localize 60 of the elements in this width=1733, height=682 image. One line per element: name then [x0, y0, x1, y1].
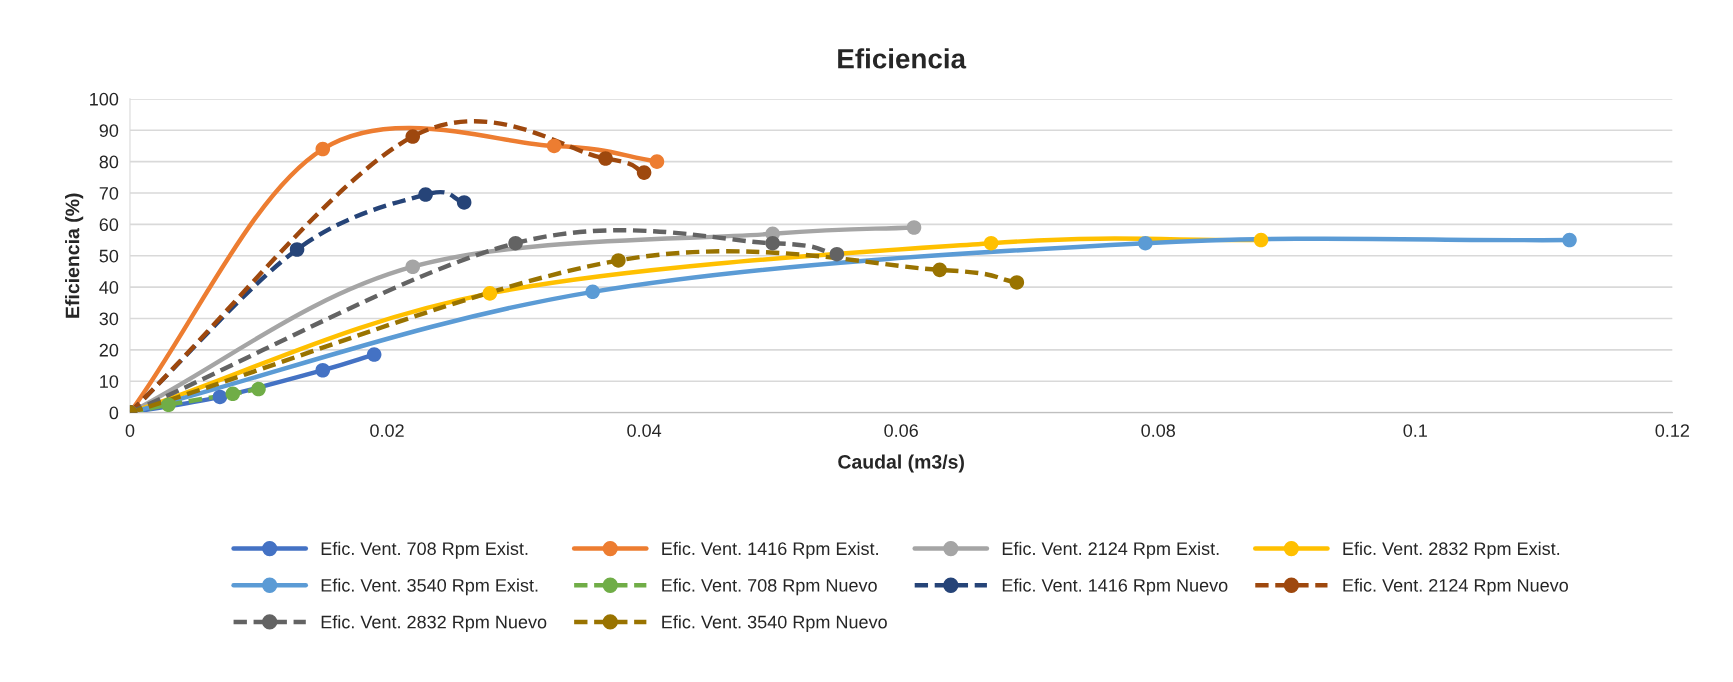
y-axis-title: Eficiencia (%)	[65, 193, 84, 318]
point	[212, 389, 228, 405]
point	[315, 362, 331, 378]
legend-label: Efic. Vent. 708 Rpm Nuevo	[662, 578, 877, 596]
point	[585, 284, 600, 300]
point	[1562, 232, 1577, 248]
legend-label: Efic. Vent. 3540 Rpm Exist.	[321, 578, 538, 596]
point	[405, 259, 421, 275]
x-axis-title: Caudal (m3/s)	[838, 454, 964, 473]
y-tick-label: 20	[99, 343, 119, 357]
point	[765, 235, 780, 251]
point	[366, 347, 382, 362]
point	[251, 381, 266, 397]
point	[1009, 275, 1025, 290]
x-tick-label: 0.04	[627, 424, 662, 437]
point	[1253, 232, 1269, 248]
y-tick-label: 80	[99, 155, 119, 169]
point	[636, 165, 652, 180]
y-tick-label: 50	[99, 249, 119, 263]
point	[456, 195, 472, 210]
point	[225, 386, 241, 402]
legend-label: Efic. Vent. 2124 Rpm Exist.	[1002, 541, 1219, 559]
x-tick-label: 0.1	[1403, 424, 1427, 437]
y-tick-label: 10	[100, 375, 119, 388]
legend-label: Efic. Vent. 2832 Rpm Nuevo	[321, 615, 547, 633]
point	[906, 220, 922, 235]
point	[932, 262, 947, 278]
point	[482, 286, 498, 301]
point	[161, 397, 176, 413]
point	[315, 141, 331, 157]
y-tick-label: 40	[99, 281, 119, 294]
y-tick-label: 60	[99, 218, 119, 232]
y-tick-label: 0	[109, 406, 119, 420]
x-tick-label: 0.08	[1141, 424, 1176, 437]
x-tick-label: 0	[125, 424, 135, 437]
point	[418, 187, 433, 202]
legend-label: Efic. Vent. 1416 Rpm Nuevo	[1002, 578, 1228, 596]
x-tick-label: 0.02	[370, 424, 404, 437]
legend-label: Efic. Vent. 708 Rpm Exist.	[321, 541, 528, 559]
legend-label: Efic. Vent. 2124 Rpm Nuevo	[1343, 578, 1568, 596]
x-tick-label: 0.06	[884, 424, 918, 437]
x-tick-label: 0.12	[1655, 424, 1690, 437]
chart-title: Eficiencia	[838, 48, 967, 69]
legend-label: Efic. Vent. 3540 Rpm Nuevo	[662, 615, 887, 633]
legend-label: Efic. Vent. 2832 Rpm Exist.	[1343, 541, 1560, 559]
point	[289, 242, 305, 257]
y-tick-label: 70	[99, 186, 119, 200]
point	[649, 154, 665, 169]
legend-label: Efic. Vent. 1416 Rpm Exist.	[662, 541, 878, 559]
point	[508, 235, 523, 251]
y-tick-label: 30	[99, 312, 119, 326]
point	[598, 151, 613, 166]
y-tick-label: 100	[90, 92, 119, 106]
point	[829, 246, 845, 262]
point	[405, 129, 421, 144]
point	[983, 235, 999, 251]
point	[1138, 235, 1153, 251]
y-tick-label: 90	[99, 124, 119, 137]
point	[611, 253, 626, 268]
point	[546, 138, 562, 154]
